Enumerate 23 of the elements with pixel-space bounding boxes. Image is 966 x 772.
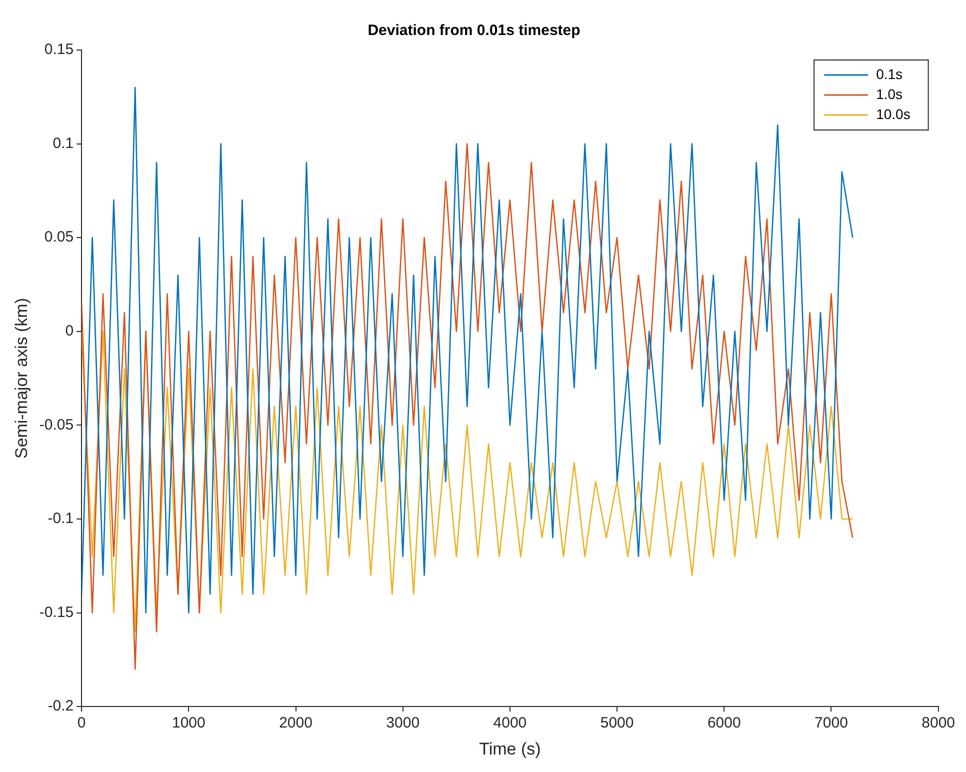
y-tick-label: -0.05 <box>39 416 74 434</box>
y-tick-label: -0.15 <box>39 604 74 621</box>
legend-label: 1.0s <box>876 86 903 102</box>
chart-title: Deviation from 0.01s timestep <box>368 22 580 40</box>
legend-label: 10.0s <box>876 106 910 122</box>
y-tick-label: 0.1 <box>52 134 74 152</box>
x-tick-label: 4000 <box>493 714 527 732</box>
x-tick-label: 6000 <box>707 714 741 732</box>
x-tick-label: 1000 <box>172 714 206 732</box>
x-tick-label: 5000 <box>600 714 634 732</box>
x-tick-label: 7000 <box>814 714 848 732</box>
y-tick-label: 0.05 <box>44 228 74 246</box>
x-tick-label: 3000 <box>386 714 420 732</box>
x-tick-label: 0 <box>77 714 86 732</box>
x-axis-title: Time (s) <box>479 739 541 758</box>
y-axis-title: Semi-major axis (km) <box>12 298 31 459</box>
y-tick-label: -0.2 <box>48 698 74 715</box>
legend-label: 0.1s <box>876 66 903 82</box>
x-tick-label: 2000 <box>279 714 312 732</box>
y-tick-label: 0 <box>65 322 74 340</box>
y-tick-label: -0.1 <box>48 510 74 528</box>
x-tick-label: 8000 <box>922 714 956 732</box>
y-tick-label: 0.15 <box>44 41 74 58</box>
